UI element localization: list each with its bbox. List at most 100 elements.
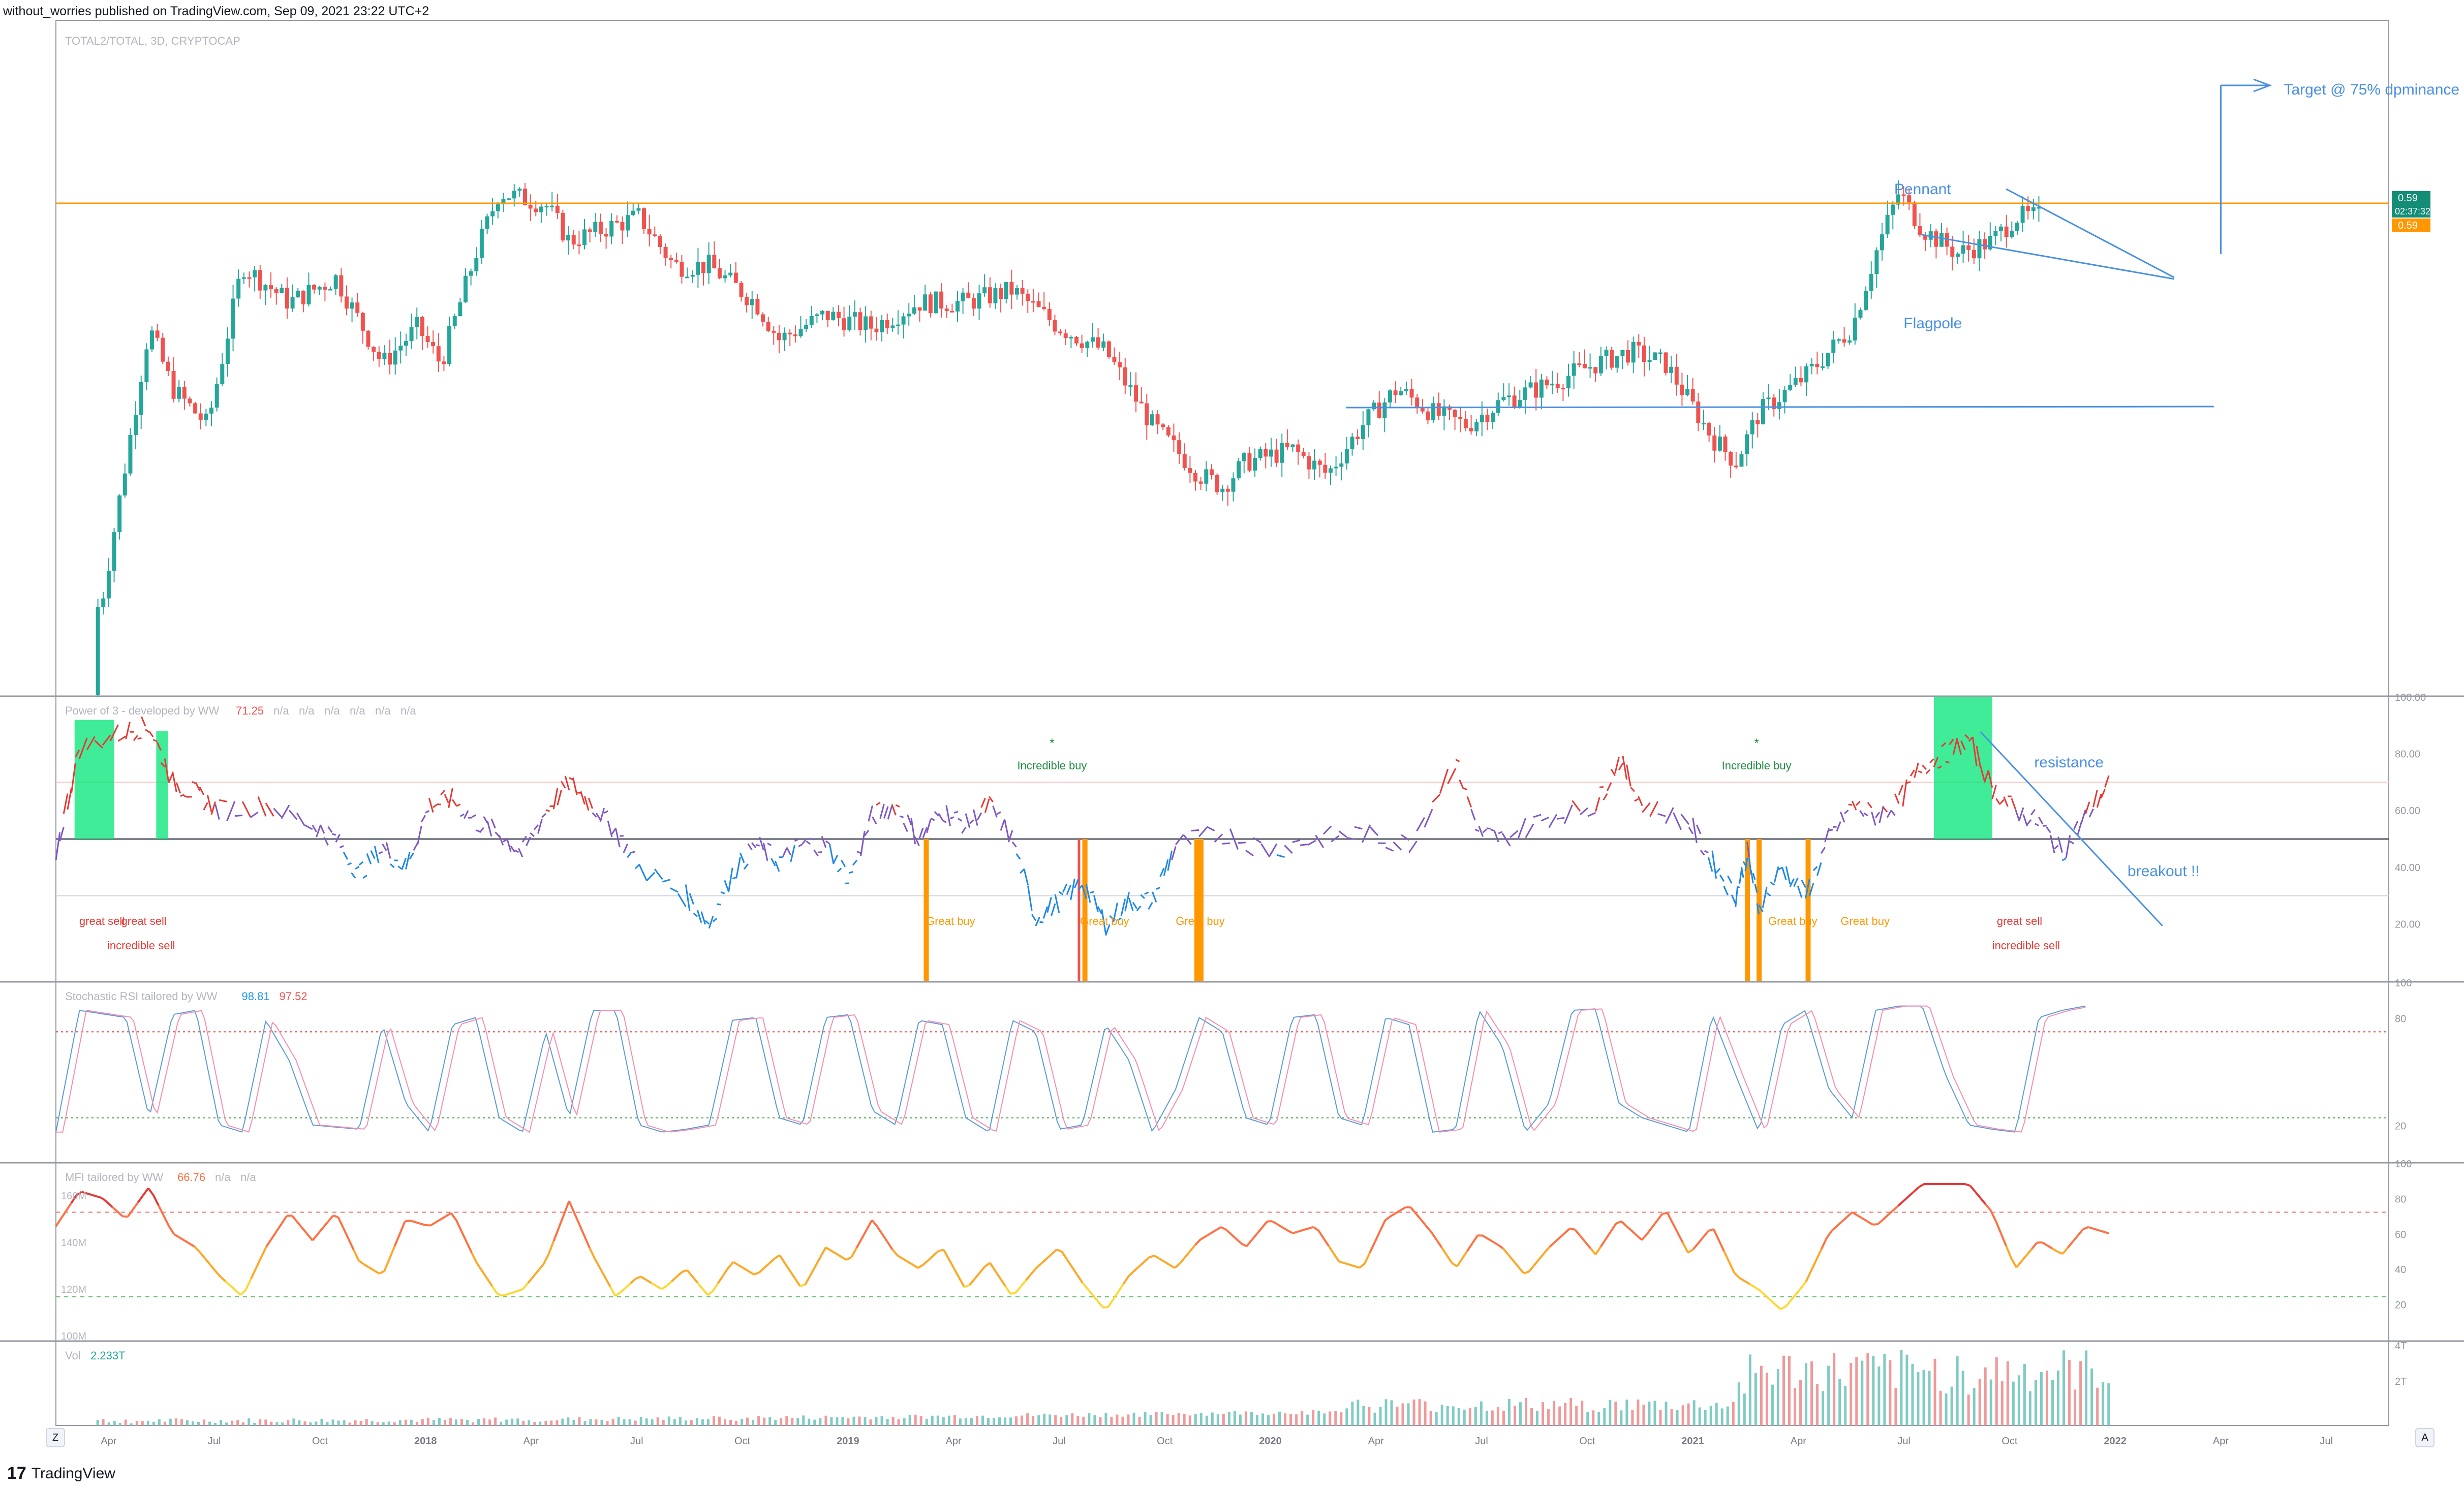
price-tag-value: 0.59 bbox=[2398, 193, 2418, 204]
mfi-line-segment bbox=[430, 1221, 437, 1227]
volume-bar bbox=[354, 1420, 357, 1425]
mfi-line-segment bbox=[2061, 1247, 2069, 1255]
power3-line-segment bbox=[1711, 850, 1717, 879]
volume-bar bbox=[1082, 1416, 1085, 1425]
power3-line-segment bbox=[813, 849, 819, 857]
power3-line-segment bbox=[1090, 891, 1094, 894]
power3-line-segment bbox=[561, 781, 566, 789]
volume-bar bbox=[1211, 1412, 1214, 1425]
mfi-line-segment bbox=[383, 1258, 391, 1271]
mfi-line-segment bbox=[527, 1276, 534, 1284]
candle-body bbox=[1604, 350, 1609, 356]
power3-line-segment bbox=[1268, 843, 1278, 858]
volume-bar bbox=[1822, 1391, 1825, 1425]
candle-body bbox=[1036, 301, 1041, 307]
power3-line-segment bbox=[1929, 758, 1935, 764]
mfi-line-segment bbox=[1451, 1262, 1458, 1267]
power3-line-segment bbox=[440, 789, 446, 796]
mfi-line-segment bbox=[835, 1253, 842, 1258]
auto-scale-button[interactable]: A bbox=[2415, 1428, 2435, 1447]
tradingview-logo[interactable]: 17 TradingView bbox=[7, 1464, 115, 1483]
volume-bar bbox=[387, 1421, 390, 1425]
mfi-line-segment bbox=[583, 1235, 591, 1249]
power3-line-segment bbox=[164, 758, 170, 783]
candle-body bbox=[1577, 363, 1582, 365]
volume-bar bbox=[214, 1423, 217, 1425]
power3-line-segment bbox=[623, 844, 628, 853]
mfi-line-segment bbox=[507, 1291, 513, 1295]
power3-line-segment bbox=[1999, 799, 2005, 805]
volume-bar bbox=[1205, 1415, 1208, 1425]
mfi-line-segment bbox=[2088, 1226, 2094, 1230]
volume-bar bbox=[410, 1419, 413, 1425]
zoom-button[interactable]: Z bbox=[46, 1428, 65, 1447]
volume-bar bbox=[1905, 1354, 1908, 1425]
power3-line-segment bbox=[1680, 814, 1690, 825]
mfi-line-segment bbox=[209, 1263, 216, 1271]
power3-line-segment bbox=[366, 853, 372, 864]
candle-body bbox=[431, 342, 436, 347]
candle-body bbox=[1750, 420, 1754, 434]
mfi-line-segment bbox=[1990, 1210, 1997, 1222]
candle-body bbox=[571, 235, 576, 245]
volume-bar bbox=[1155, 1412, 1158, 1425]
breakout-label: breakout !! bbox=[2128, 863, 2200, 880]
volume-bar bbox=[528, 1420, 531, 1425]
power3-line-segment bbox=[950, 816, 954, 819]
candle-body bbox=[1366, 409, 1371, 425]
volume-bar bbox=[1021, 1415, 1024, 1425]
volume-bar bbox=[735, 1420, 738, 1425]
volume-bar bbox=[1861, 1360, 1864, 1425]
power3-line-segment bbox=[459, 813, 465, 817]
power3-line-segment bbox=[1642, 802, 1651, 813]
mfi-line-segment bbox=[1594, 1246, 1602, 1255]
mfi-line-segment bbox=[440, 1215, 447, 1220]
volume-bar bbox=[1782, 1355, 1785, 1425]
power3-line-segment bbox=[798, 844, 803, 847]
volume-bar bbox=[1362, 1406, 1365, 1425]
power3-line-segment bbox=[1976, 746, 1982, 768]
candle-body bbox=[728, 272, 733, 275]
power3-line-segment bbox=[969, 819, 974, 824]
mfi-line-segment bbox=[1097, 1300, 1104, 1308]
mfi-line-segment bbox=[1430, 1231, 1438, 1240]
volume-bar bbox=[1457, 1408, 1460, 1425]
power3-line-segment bbox=[926, 818, 932, 833]
power3-line-segment bbox=[281, 804, 290, 819]
power3-line-segment bbox=[1354, 826, 1363, 830]
volume-bar bbox=[303, 1421, 306, 1425]
power3-line-segment bbox=[1793, 877, 1799, 887]
volume-bar bbox=[919, 1416, 922, 1425]
mfi-line-segment bbox=[1435, 1239, 1443, 1248]
mfi-line-segment bbox=[620, 1287, 627, 1293]
power3-line-segment bbox=[323, 837, 329, 846]
volume-bar bbox=[925, 1418, 928, 1425]
power3-line-segment bbox=[1618, 762, 1624, 770]
mfi-line-segment bbox=[1292, 1230, 1299, 1234]
candle-body bbox=[1312, 460, 1317, 470]
candle-body bbox=[614, 221, 619, 223]
volume-bar bbox=[1401, 1403, 1404, 1425]
time-tick-label: Jul bbox=[630, 1436, 643, 1447]
candle-body bbox=[1382, 402, 1387, 418]
power3-red-spike bbox=[1077, 839, 1081, 981]
mfi-line-segment bbox=[1702, 1230, 1710, 1238]
candle-body bbox=[220, 364, 225, 384]
power3-line-segment bbox=[1744, 857, 1748, 872]
mfi-line-segment bbox=[1836, 1221, 1843, 1227]
mfi-line-segment bbox=[1277, 1223, 1283, 1229]
power3-line-segment bbox=[296, 813, 305, 826]
volume-bar bbox=[1026, 1413, 1029, 1425]
volume-bar bbox=[1244, 1411, 1247, 1425]
mfi-line-segment bbox=[717, 1275, 724, 1284]
mfi-line-segment bbox=[410, 1219, 416, 1223]
power3-line-segment bbox=[319, 824, 325, 834]
mfi-line-segment bbox=[2031, 1241, 2038, 1250]
volume-bar bbox=[505, 1419, 508, 1425]
power3-line-segment bbox=[401, 858, 407, 870]
power3-line-segment bbox=[1482, 828, 1488, 833]
mfi-line-segment bbox=[1831, 1225, 1838, 1232]
mfi-line-segment bbox=[2052, 1248, 2058, 1253]
mfi-line-segment bbox=[1784, 1300, 1792, 1308]
